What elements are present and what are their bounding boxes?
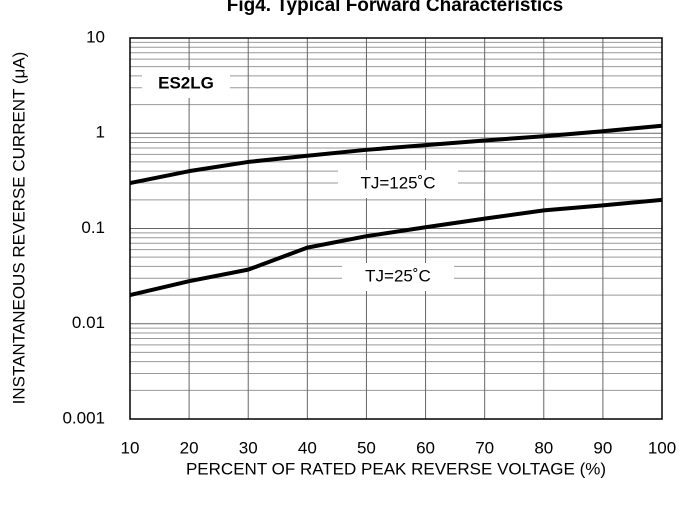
- x-tick-label: 50: [357, 438, 376, 457]
- y-tick-label: 10: [86, 27, 105, 46]
- y-tick-label: 1: [96, 123, 105, 142]
- x-tick-label: 70: [475, 438, 494, 457]
- y-tick-label: 0.001: [62, 408, 105, 427]
- series-label-box: [342, 263, 454, 291]
- x-tick-label: 10: [121, 438, 140, 457]
- annotation: ES2LG: [158, 73, 214, 92]
- y-tick-label: 0.1: [81, 218, 105, 237]
- x-tick-label: 100: [648, 438, 676, 457]
- x-axis-label: PERCENT OF RATED PEAK REVERSE VOLTAGE (%…: [186, 459, 606, 478]
- x-tick-label: 60: [416, 438, 435, 457]
- series-label-box: [338, 170, 458, 198]
- chart-title: Fig4. Typical Forward Characteristics: [227, 0, 563, 16]
- x-tick-label: 30: [239, 438, 258, 457]
- y-tick-label: 0.01: [72, 313, 105, 332]
- x-tick-label: 80: [534, 438, 553, 457]
- series-line: [129, 123, 663, 186]
- series-label: TJ=25˚C: [365, 266, 431, 285]
- y-axis-label: INSTANTANEOUS REVERSE CURRENT (μA): [9, 52, 28, 405]
- x-tick-label: 90: [593, 438, 612, 457]
- annotation-box: [142, 70, 230, 98]
- x-tick-label: 20: [180, 438, 199, 457]
- series-line: [129, 197, 663, 298]
- plot-frame: [129, 37, 663, 420]
- x-tick-label: 40: [298, 438, 317, 457]
- series-label: TJ=125˚C: [360, 173, 435, 192]
